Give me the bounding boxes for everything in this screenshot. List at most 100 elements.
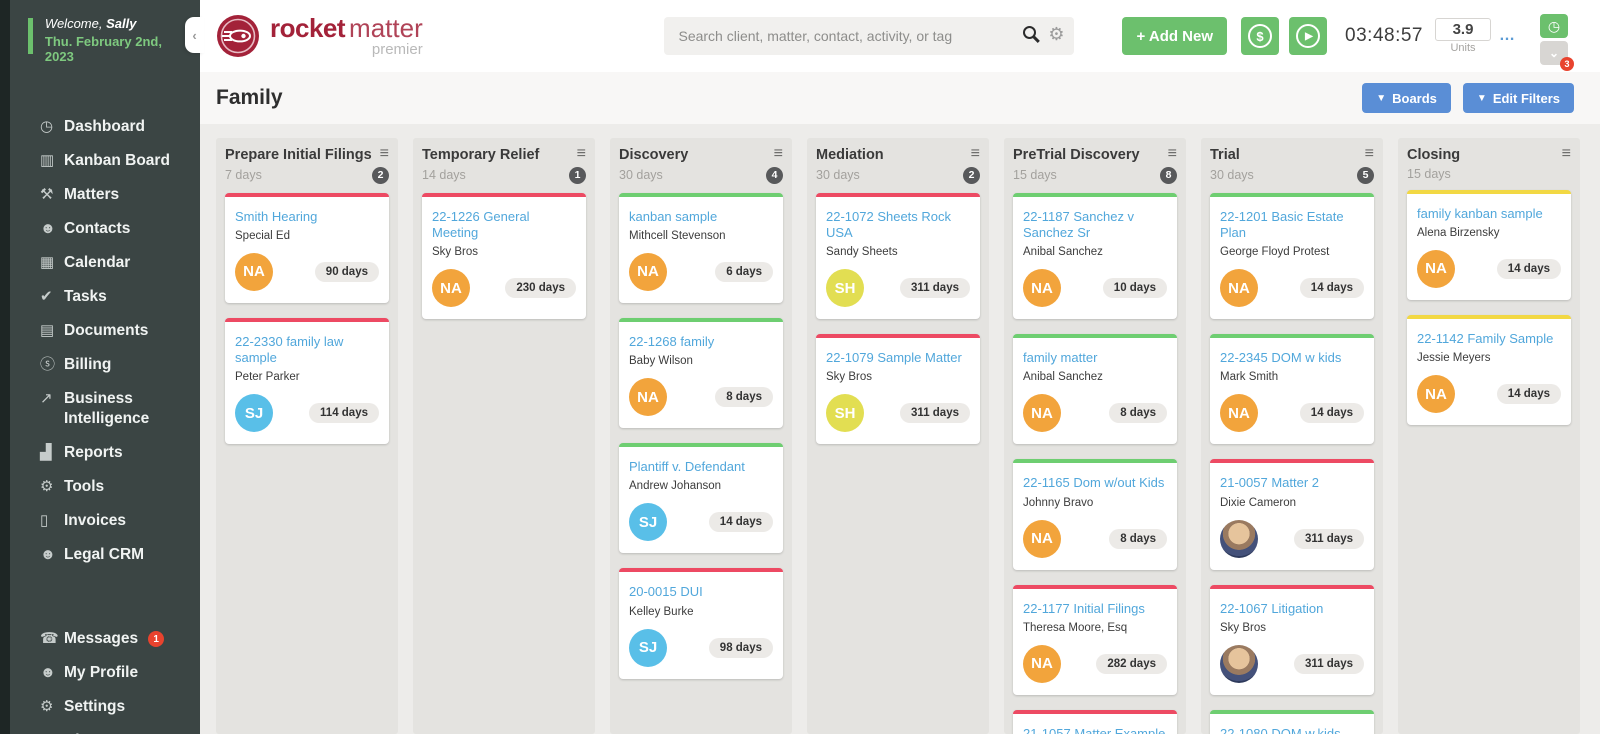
kanban-column-pretrial-discovery: PreTrial Discovery ≡ 15 days 8 22-1187 Sanch…	[1004, 138, 1186, 734]
column-menu-icon[interactable]: ≡	[1561, 145, 1571, 162]
column-menu-icon[interactable]: ≡	[576, 145, 586, 162]
column-duration: 30 days	[619, 168, 663, 183]
timer-overflow-menu[interactable]: …	[1499, 27, 1516, 44]
rocket-matter-logo[interactable]: rocket matter premier	[216, 14, 423, 58]
matter-card[interactable]: 22-1079 Sample Matter Sky Bros SH 311 days	[816, 334, 980, 445]
client-name: Anibal Sanchez	[1023, 246, 1103, 259]
matter-card[interactable]: 22-1226 General Meeting Sky Bros NA 230 day…	[422, 192, 586, 320]
sidebar-item-kanban-board[interactable]: ▥ Kanban Board	[10, 144, 200, 178]
notifications-expand-button[interactable]: ⌄ 3	[1540, 41, 1574, 71]
units-input[interactable]: 3.9 Units	[1435, 18, 1491, 54]
billing-quick-button[interactable]: $	[1241, 17, 1280, 55]
matter-card[interactable]: 21-0057 Matter 2 Dixie Cameron 311 days	[1210, 459, 1374, 570]
avatar-initials: NA	[629, 252, 667, 291]
sidebar-collapse-button[interactable]: ‹	[185, 17, 204, 53]
matter-link[interactable]: 22-1142 Family Sample	[1417, 330, 1554, 346]
client-name: Baby Wilson	[629, 355, 693, 368]
column-menu-icon[interactable]: ≡	[379, 145, 389, 162]
matter-card[interactable]: 21-1057 Matter ExampleHarlan DonatoSJ251…	[1013, 709, 1177, 734]
sidebar-item-tasks[interactable]: ✔ Tasks	[10, 280, 200, 314]
matter-card[interactable]: 22-1187 Sanchez v Sanchez Sr Anibal Sanch…	[1013, 192, 1177, 320]
matter-link[interactable]: 22-1187 Sanchez v Sanchez Sr	[1023, 208, 1135, 240]
edit-filters-button[interactable]: ▼ Edit Filters	[1462, 83, 1574, 113]
matter-card[interactable]: 22-1268 family Baby Wilson NA 8 days	[619, 317, 783, 429]
search-input[interactable]	[664, 17, 1075, 55]
avatar-initials: SH	[826, 394, 864, 433]
matter-link[interactable]: 22-1268 family	[629, 333, 715, 349]
sidebar-item-business-intelligence[interactable]: ↗ Business Intelligence	[10, 382, 200, 436]
timer-play-button[interactable]: ▶	[1289, 17, 1328, 55]
rocket-logo-icon	[217, 15, 259, 57]
sidebar-item-calendar[interactable]: ▦ Calendar	[10, 246, 200, 280]
stopwatch-button[interactable]: ◷	[1540, 14, 1568, 38]
column-title: Closing	[1407, 147, 1461, 163]
matter-card[interactable]: 22-1067 Litigation Sky Bros 311 days	[1210, 584, 1374, 695]
chevron-down-icon: ⌄	[1548, 46, 1560, 60]
sidebar-item-messages[interactable]: ☎ Messages 1	[10, 622, 200, 656]
matter-card[interactable]: Plantiff v. Defendant Andrew Johanson SJ 14…	[619, 443, 783, 554]
sidebar-item-settings[interactable]: ⚙ Settings	[10, 690, 200, 724]
matter-link[interactable]: 20-0015 DUI	[629, 584, 703, 600]
sidebar-item-chat-support[interactable]: ✉Chat Support	[10, 724, 200, 734]
matter-link[interactable]: 22-1079 Sample Matter	[826, 350, 962, 366]
matter-link[interactable]: family kanban sample	[1417, 205, 1543, 221]
matter-link[interactable]: 21-1057 Matter Example	[1023, 725, 1166, 734]
boards-dropdown-button[interactable]: ▼ Boards	[1362, 83, 1451, 113]
matter-card[interactable]: 22-1080 DOM w.kidsJackie SharpSJ14 days	[1210, 709, 1374, 734]
matter-link[interactable]: 21-0057 Matter 2	[1220, 475, 1320, 491]
column-menu-icon[interactable]: ≡	[773, 145, 783, 162]
matter-link[interactable]: Smith Hearing	[235, 208, 318, 224]
sidebar-item-billing[interactable]: ⓢ Billing	[10, 348, 200, 382]
matter-card[interactable]: 22-1142 Family Sample Jessie Meyers NA 14 d…	[1407, 314, 1571, 426]
matter-card[interactable]: Smith Hearing Special Ed NA 90 days	[225, 192, 389, 303]
matter-link[interactable]: 22-1226 General Meeting	[432, 208, 530, 240]
matter-link[interactable]: 22-2345 DOM w kids	[1220, 350, 1342, 366]
welcome-block: Welcome, Sally Thu. February 2nd, 2023	[10, 0, 200, 64]
matter-link[interactable]: 22-1067 Litigation	[1220, 600, 1324, 616]
matter-link[interactable]: 22-1165 Dom w/out Kids	[1023, 475, 1165, 491]
client-name: Sky Bros	[826, 371, 873, 384]
matter-card[interactable]: 22-1177 Initial Filings Theresa Moore, Es…	[1013, 584, 1177, 695]
matter-card[interactable]: 22-1072 Sheets Rock USA Sandy Sheets SH 311…	[816, 192, 980, 320]
matter-card[interactable]: kanban sample Mithcell Stevenson NA 6 days	[619, 192, 783, 303]
matter-link[interactable]: 22-1072 Sheets Rock USA	[826, 208, 952, 240]
matter-link[interactable]: 22-1080 DOM w.kids	[1220, 725, 1341, 734]
column-menu-icon[interactable]: ≡	[970, 145, 980, 162]
units-value[interactable]: 3.9	[1435, 18, 1491, 41]
matter-card[interactable]: family matter Anibal Sanchez NA 8 days	[1013, 334, 1177, 445]
matter-card[interactable]: 22-2345 DOM w kids Mark Smith NA 14 days	[1210, 334, 1374, 445]
matter-link[interactable]: kanban sample	[629, 208, 718, 224]
avatar-initials: NA	[432, 269, 470, 308]
sidebar-item-matters[interactable]: ⚒ Matters	[10, 178, 200, 212]
logo-text-rocket: rocket	[270, 13, 346, 43]
matter-card[interactable]: 22-2330 family law sample Peter Parker SJ 1…	[225, 317, 389, 445]
matter-card[interactable]: family kanban sample Alena Birzensky NA 14 …	[1407, 189, 1571, 300]
sidebar-item-label: Matters	[64, 186, 120, 203]
sidebar-item-contacts[interactable]: ☻ Contacts	[10, 212, 200, 246]
sidebar-item-dashboard[interactable]: ◷ Dashboard	[10, 110, 200, 144]
search-settings-gear-icon[interactable]: ⚙	[1048, 24, 1065, 44]
matter-link[interactable]: family matter	[1023, 350, 1098, 366]
sidebar-item-invoices[interactable]: ▯ Invoices	[10, 504, 200, 538]
matter-link[interactable]: 22-1177 Initial Filings	[1023, 600, 1145, 616]
matter-link[interactable]: 22-1201 Basic Estate Plan	[1220, 208, 1344, 240]
reports-icon: ▟	[40, 444, 52, 461]
matter-link[interactable]: Plantiff v. Defendant	[629, 459, 745, 475]
sidebar-item-my-profile[interactable]: ☻ My Profile	[10, 656, 200, 690]
sidebar-item-legal-crm[interactable]: ☻ Legal CRM	[10, 538, 200, 572]
column-menu-icon[interactable]: ≡	[1364, 145, 1374, 162]
my-profile-icon: ☻	[40, 664, 56, 681]
avatar-photo	[1220, 519, 1258, 558]
client-name: Sandy Sheets	[826, 246, 898, 259]
column-menu-icon[interactable]: ≡	[1167, 145, 1177, 162]
matter-card[interactable]: 20-0015 DUI Kelley Burke SJ 98 days	[619, 568, 783, 679]
sidebar-item-reports[interactable]: ▟ Reports	[10, 436, 200, 470]
days-count-pill: 230 days	[505, 278, 576, 299]
matter-card[interactable]: 22-1201 Basic Estate Plan George Floyd Pr…	[1210, 192, 1374, 320]
matter-link[interactable]: 22-2330 family law sample	[235, 333, 344, 366]
matter-card[interactable]: 22-1165 Dom w/out Kids Johnny Bravo NA 8 da…	[1013, 459, 1177, 570]
sidebar-item-documents[interactable]: ▤ Documents	[10, 314, 200, 348]
add-new-button[interactable]: + Add New	[1122, 17, 1228, 55]
sidebar-item-tools[interactable]: ⚙ Tools	[10, 470, 200, 504]
search-icon[interactable]	[1023, 26, 1037, 39]
